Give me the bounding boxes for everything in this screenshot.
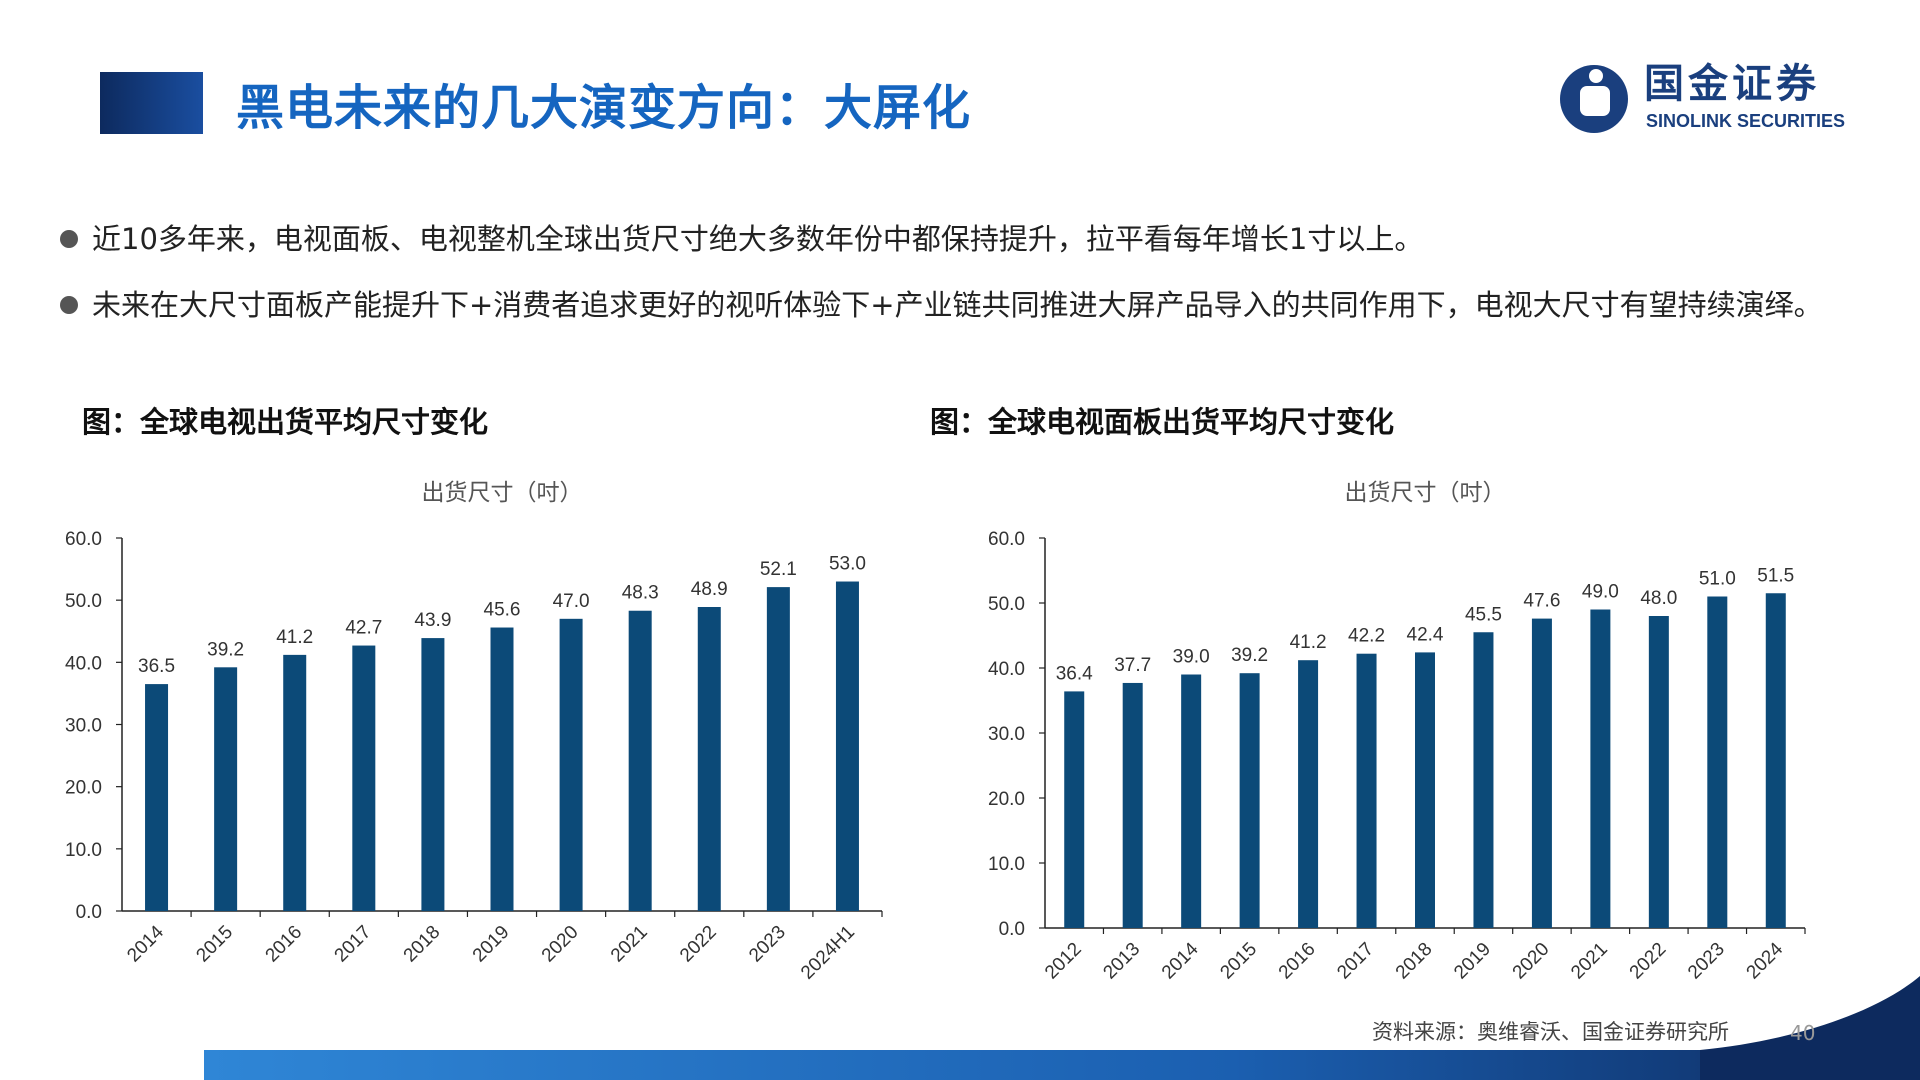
y-tick-label: 60.0: [988, 529, 1025, 550]
bar: [559, 618, 583, 911]
y-tick-label: 20.0: [988, 789, 1025, 810]
y-tick-label: 30.0: [988, 724, 1025, 745]
chart-title: 出货尺寸（吋）: [1345, 480, 1506, 506]
data-label: 45.6: [484, 600, 521, 621]
title-accent-block: [100, 72, 203, 134]
footer-decoration: [204, 976, 1920, 1080]
data-label: 37.7: [1114, 655, 1151, 676]
data-label: 39.2: [207, 639, 244, 660]
y-tick-label: 10.0: [65, 840, 102, 861]
y-tick-label: 30.0: [65, 716, 102, 737]
bar: [145, 684, 169, 911]
y-tick-label: 50.0: [988, 594, 1025, 615]
y-tick-label: 40.0: [65, 653, 102, 674]
data-label: 48.9: [691, 579, 728, 600]
data-label: 39.2: [1231, 645, 1268, 666]
bullet-text: 未来在大尺寸面板产能提升下+消费者追求更好的视听体验下+产业链共同推进大屏产品导…: [92, 288, 1823, 322]
data-label: 45.5: [1465, 604, 1502, 625]
y-tick-label: 10.0: [988, 854, 1025, 875]
data-label: 42.2: [1348, 626, 1385, 647]
x-tick-label: 2018: [400, 922, 445, 967]
data-label: 47.0: [553, 591, 590, 612]
bar: [628, 610, 652, 911]
data-label: 43.9: [414, 610, 451, 631]
y-tick-label: 0.0: [76, 902, 102, 923]
y-tick-label: 60.0: [65, 529, 102, 550]
x-tick-label: 2023: [745, 922, 790, 967]
bar: [697, 607, 721, 911]
data-label: 48.0: [1640, 588, 1677, 609]
bar: [1648, 616, 1669, 928]
x-tick-label: 2019: [469, 922, 514, 967]
y-tick-label: 20.0: [65, 778, 102, 799]
page-title: 黑电未来的几大演变方向：大屏化: [236, 80, 972, 136]
bar: [1473, 632, 1494, 928]
tv-panel-size-chart: 出货尺寸（吋）0.010.020.030.040.050.060.036.420…: [988, 480, 1806, 983]
data-label: 52.1: [760, 559, 797, 580]
data-label: 36.5: [138, 656, 175, 677]
chart-caption-right: 图：全球电视面板出货平均尺寸变化: [930, 405, 1395, 439]
tv-shipment-size-chart: 出货尺寸（吋） 0.0 10.0 20.0 30.0 40.0 50.0 60.0 36.5 20…: [65, 480, 883, 984]
bullet-list: 近10多年来，电视面板、电视整机全球出货尺寸绝大多数年份中都保持提升，拉平看每年…: [60, 210, 1860, 334]
logo-mark-icon: [1560, 65, 1628, 133]
bar: [1239, 673, 1260, 928]
x-tick-label: 2017: [331, 922, 376, 967]
y-tick-label: 50.0: [65, 591, 102, 612]
x-tick-label: 2020: [538, 922, 583, 967]
data-label: 51.5: [1757, 565, 1794, 586]
bar: [1531, 618, 1552, 928]
logo-english-name: SINOLINK SECURITIES: [1646, 111, 1846, 131]
data-label: 41.2: [1290, 632, 1327, 653]
x-tick-label: 2014: [123, 921, 168, 966]
x-tick-label: 2016: [262, 922, 307, 967]
data-label: 47.6: [1523, 591, 1560, 612]
data-label: 36.4: [1056, 663, 1093, 684]
bar: [1064, 691, 1085, 928]
data-label: 49.0: [1582, 582, 1619, 603]
bar: [1765, 593, 1786, 928]
bar: [283, 654, 307, 911]
source-note: 资料来源：奥维睿沃、国金证券研究所: [1372, 1020, 1729, 1044]
x-tick-label: 2015: [192, 922, 237, 967]
data-label: 42.4: [1407, 624, 1444, 645]
data-label: 41.2: [276, 627, 313, 648]
bullet-item: 未来在大尺寸面板产能提升下+消费者追求更好的视听体验下+产业链共同推进大屏产品导…: [60, 276, 1860, 334]
bar: [1122, 682, 1143, 928]
bar: [1590, 609, 1611, 928]
data-label: 53.0: [829, 554, 866, 575]
bullet-dot-icon: [60, 296, 78, 314]
bullet-dot-icon: [60, 230, 78, 248]
bar: [1181, 674, 1202, 928]
bar: [490, 627, 514, 911]
bar: [214, 667, 238, 911]
data-label: 48.3: [622, 583, 659, 604]
chart-title: 出货尺寸（吋）: [422, 480, 583, 506]
data-label: 51.0: [1699, 569, 1736, 590]
bar: [766, 587, 790, 911]
company-logo: 国金证券 SINOLINK SECURITIES: [1556, 58, 1876, 140]
page-number: 40: [1790, 1021, 1816, 1045]
data-label: 42.7: [345, 618, 382, 639]
bar: [1415, 652, 1435, 928]
chart-caption-left: 图：全球电视出货平均尺寸变化: [82, 405, 489, 439]
x-tick-label: 2022: [676, 922, 721, 967]
bullet-text: 近10多年来，电视面板、电视整机全球出货尺寸绝大多数年份中都保持提升，拉平看每年…: [92, 222, 1424, 256]
data-label: 39.0: [1173, 647, 1210, 668]
bar: [835, 581, 859, 911]
bar: [1298, 660, 1319, 928]
bullet-item: 近10多年来，电视面板、电视整机全球出货尺寸绝大多数年份中都保持提升，拉平看每年…: [60, 210, 1860, 268]
logo-chinese-name: 国金证券: [1644, 61, 1820, 107]
bar: [1356, 653, 1377, 928]
bar: [1707, 596, 1728, 928]
bar: [421, 638, 445, 911]
x-tick-label: 2021: [607, 922, 652, 967]
y-tick-label: 40.0: [988, 659, 1025, 680]
bar: [352, 645, 376, 911]
y-tick-label: 0.0: [999, 919, 1025, 940]
